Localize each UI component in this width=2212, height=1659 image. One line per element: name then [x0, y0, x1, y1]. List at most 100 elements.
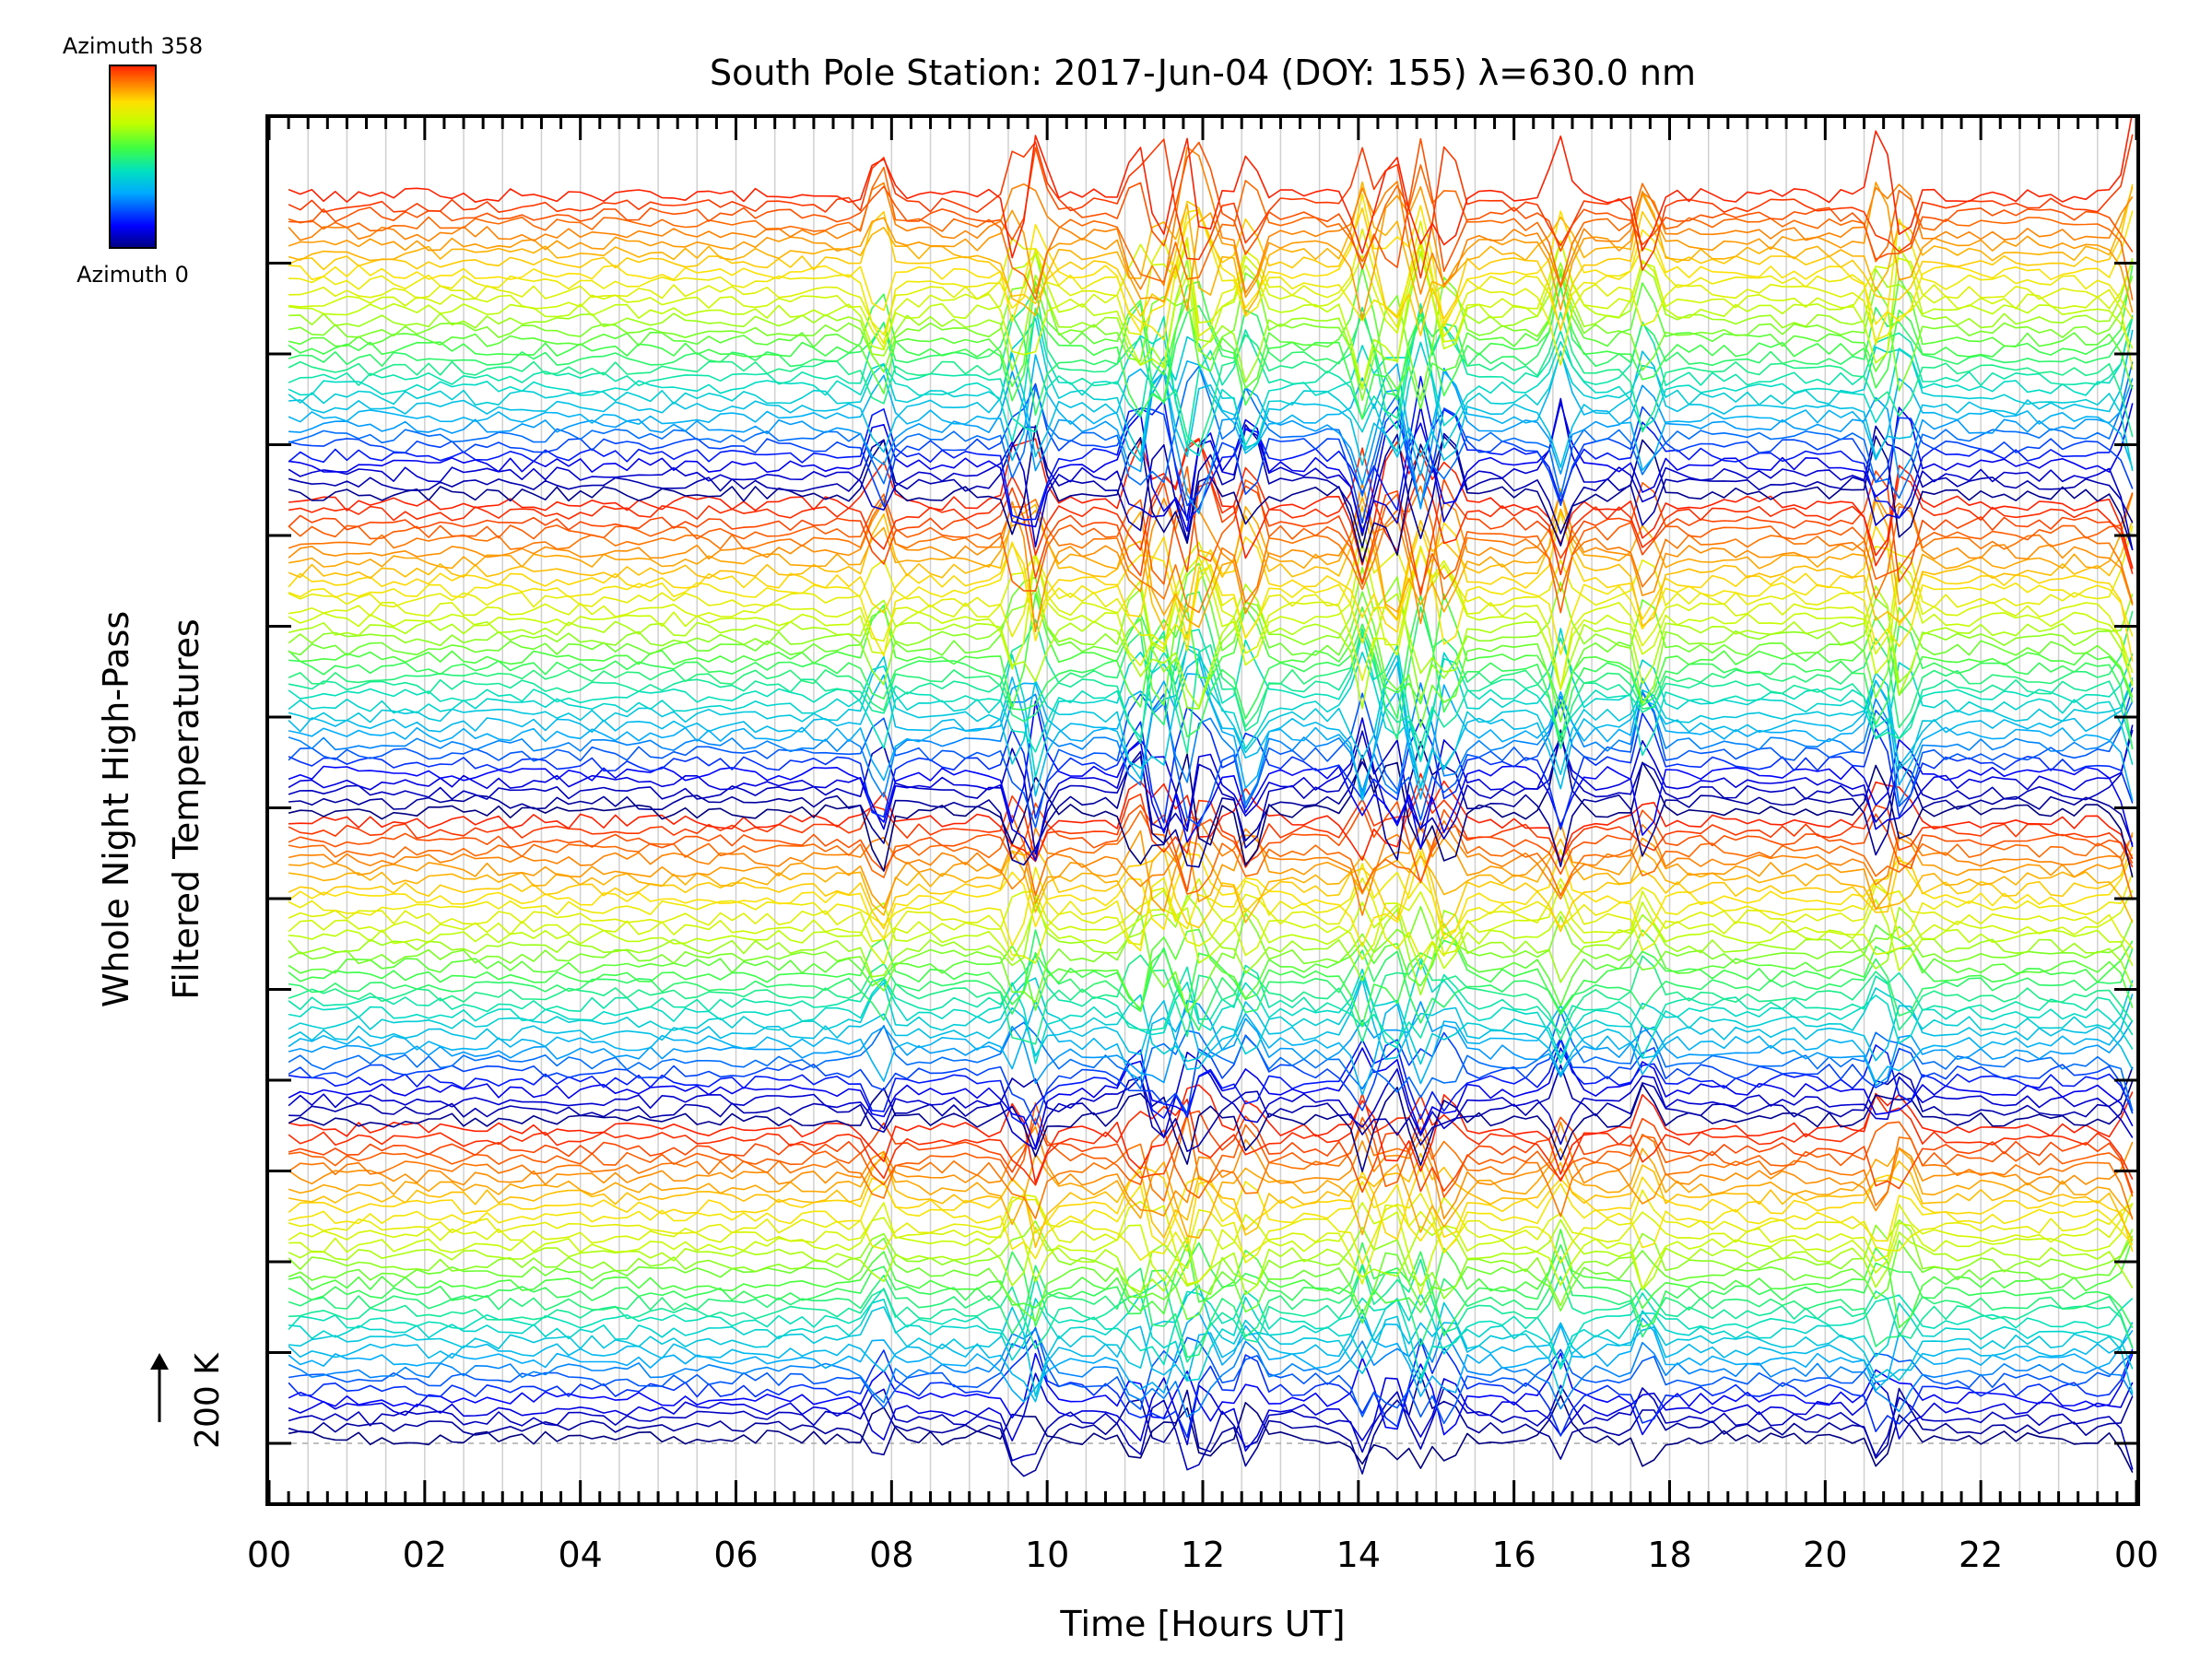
series-line — [288, 118, 2133, 259]
series-line — [288, 816, 2134, 916]
series-line — [288, 1092, 2134, 1186]
scale-bar: 200 K — [150, 1352, 227, 1449]
series-line — [288, 657, 2134, 803]
series-line — [288, 1164, 2134, 1253]
series-line — [288, 240, 2134, 356]
series-line — [288, 955, 2134, 1045]
series-line — [288, 382, 2134, 524]
series-line — [288, 1064, 2134, 1152]
y-axis-label-line2: Filtered Temperatures — [166, 618, 206, 999]
series-line — [288, 848, 2134, 947]
x-tick-label: 02 — [403, 1535, 447, 1575]
series-line — [288, 1255, 2134, 1359]
series-line — [288, 1047, 2134, 1148]
series-line — [288, 181, 2134, 317]
series-line — [288, 1352, 2134, 1436]
series-line — [288, 183, 2134, 336]
chart-title: South Pole Station: 2017-Jun-04 (DOY: 15… — [710, 53, 1696, 93]
series-line — [288, 562, 2134, 728]
series-line — [288, 524, 2134, 646]
colorbar-gradient — [109, 65, 157, 249]
colorbar-bottom-label: Azimuth 0 — [76, 262, 189, 288]
series-line — [288, 493, 2134, 629]
colorbar-top-label: Azimuth 358 — [63, 33, 203, 59]
series-line — [288, 220, 2134, 371]
x-tick-label: 22 — [1959, 1535, 2003, 1575]
series-line — [288, 250, 2134, 391]
series-line — [288, 424, 2134, 548]
series-line — [288, 1394, 2134, 1473]
series-line — [288, 208, 2134, 346]
series-line — [288, 1229, 2134, 1329]
series-line — [288, 1277, 2134, 1379]
x-axis-label: Time [Hours UT] — [1059, 1604, 1345, 1644]
series-line — [288, 1328, 2134, 1418]
series-line — [288, 978, 2134, 1076]
series-line — [288, 724, 2134, 855]
series-line — [288, 147, 2134, 295]
series-line — [288, 350, 2134, 477]
series-line — [288, 1373, 2134, 1477]
series-line — [288, 1202, 2134, 1296]
series-line — [288, 838, 2134, 924]
series-line — [288, 488, 2134, 631]
series-line — [288, 288, 2134, 448]
series-line — [288, 591, 2134, 749]
series-line — [288, 877, 2134, 965]
series-line — [288, 134, 2134, 279]
series-line — [288, 397, 2134, 550]
series-line — [288, 265, 2134, 420]
series-line — [288, 1326, 2134, 1425]
series-line — [288, 1258, 2134, 1363]
series-line — [288, 367, 2134, 514]
series-line — [288, 899, 2134, 971]
series-line — [288, 594, 2134, 750]
series-line — [288, 924, 2134, 1013]
series-line — [288, 302, 2134, 447]
series-line — [288, 1384, 2134, 1471]
series-line — [288, 465, 2134, 614]
scale-bar-arrowhead — [150, 1353, 169, 1370]
series-line — [288, 1052, 2134, 1150]
series-line — [288, 583, 2134, 710]
series-line — [288, 905, 2134, 1014]
series-line — [288, 999, 2134, 1087]
series-line — [288, 541, 2134, 657]
series-line — [288, 266, 2134, 410]
x-tick-label: 00 — [2114, 1535, 2159, 1575]
series-line — [288, 1218, 2134, 1307]
series-line — [288, 361, 2134, 507]
series-line — [288, 307, 2134, 457]
series-line — [288, 375, 2134, 522]
series-line — [288, 618, 2134, 755]
series-line — [288, 729, 2134, 877]
series-lines — [288, 118, 2134, 1477]
x-tick-label: 04 — [558, 1535, 602, 1575]
series-line — [288, 1039, 2134, 1125]
series-line — [288, 741, 2134, 868]
x-tick-label: 12 — [1181, 1535, 1225, 1575]
series-line — [288, 809, 2134, 900]
x-tick-label: 00 — [247, 1535, 291, 1575]
series-line — [288, 1191, 2134, 1286]
x-tick-label: 20 — [1803, 1535, 1847, 1575]
series-line — [288, 1235, 2134, 1323]
series-line — [288, 706, 2134, 830]
x-tick-labels: 00 02 04 06 08 10 12 14 16 18 20 22 00 — [247, 1535, 2159, 1575]
x-tick-label: 14 — [1336, 1535, 1381, 1575]
series-line — [288, 1114, 2134, 1220]
series-line — [288, 1292, 2134, 1382]
series-line — [288, 317, 2134, 472]
series-line — [288, 511, 2134, 662]
series-line — [288, 954, 2134, 1045]
x-tick-label: 18 — [1647, 1535, 1691, 1575]
x-tick-label: 16 — [1491, 1535, 1535, 1575]
series-line — [288, 687, 2134, 829]
series-line — [288, 1176, 2134, 1260]
axis-ticks — [267, 116, 2138, 1504]
series-line — [288, 1372, 2134, 1452]
series-line — [288, 772, 2134, 863]
series-line — [288, 182, 2134, 321]
series-line — [288, 164, 2134, 301]
series-line — [288, 240, 2134, 390]
